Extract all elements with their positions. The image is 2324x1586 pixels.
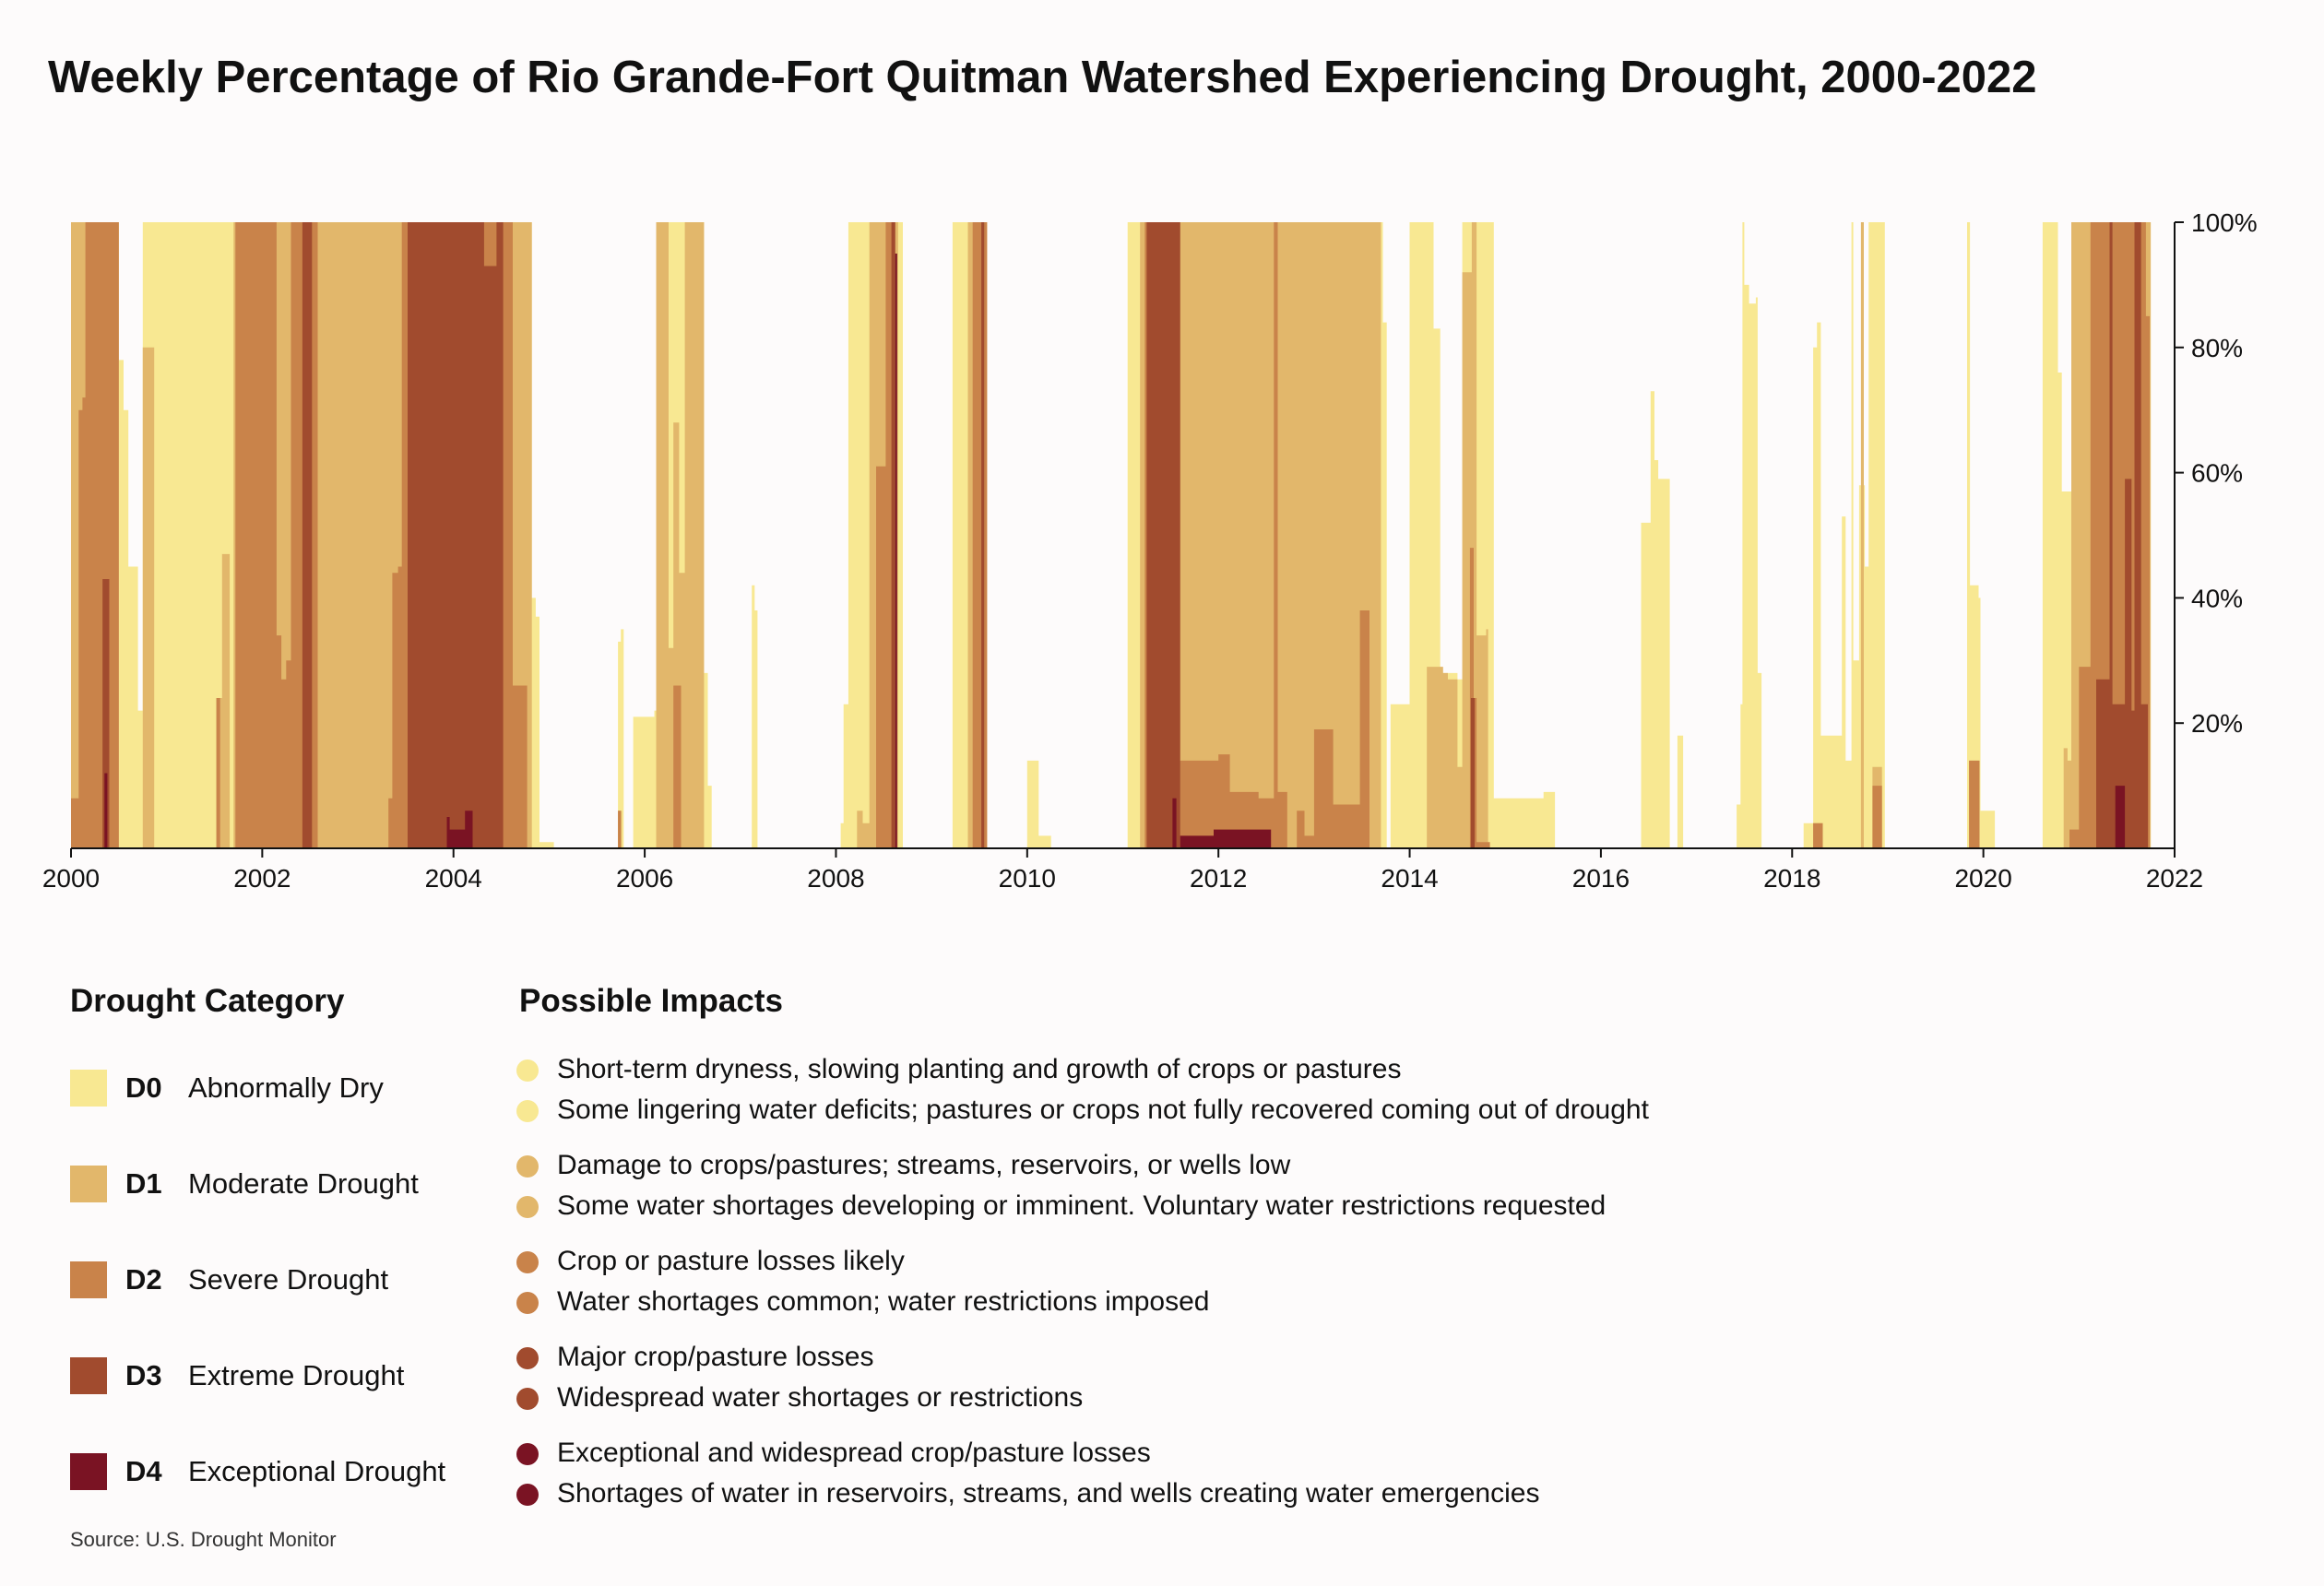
impact-dot-d2 bbox=[516, 1292, 539, 1314]
impact-text: Short-term dryness, slowing planting and… bbox=[557, 1054, 1402, 1084]
legend-code-d3: D3 bbox=[125, 1359, 162, 1391]
y-tick-label: 20% bbox=[2191, 709, 2243, 738]
impact-dot-d3 bbox=[516, 1347, 539, 1369]
x-tick-label: 2008 bbox=[807, 864, 864, 893]
x-tick-label: 2020 bbox=[1954, 864, 2011, 893]
impact-dot-d2 bbox=[516, 1251, 539, 1273]
x-tick-label: 2014 bbox=[1381, 864, 1438, 893]
x-tick-label: 2004 bbox=[425, 864, 482, 893]
y-tick-label: 40% bbox=[2191, 584, 2243, 612]
x-tick-label: 2002 bbox=[233, 864, 290, 893]
impact-text: Some water shortages developing or immin… bbox=[557, 1190, 1607, 1221]
swatch-d3 bbox=[70, 1357, 107, 1394]
impact-text: Crop or pasture losses likely bbox=[557, 1246, 905, 1276]
source-note: Source: U.S. Drought Monitor bbox=[70, 1528, 337, 1551]
series-area-d0 bbox=[71, 222, 2175, 848]
legend-label-d1: Moderate Drought bbox=[188, 1167, 419, 1200]
x-tick-label: 2000 bbox=[42, 864, 100, 893]
impact-text: Major crop/pasture losses bbox=[557, 1342, 874, 1372]
series-layer bbox=[71, 222, 2175, 848]
legend-label-d4: Exceptional Drought bbox=[188, 1455, 446, 1487]
legend-label-d3: Extreme Drought bbox=[188, 1359, 405, 1391]
impact-dot-d4 bbox=[516, 1443, 539, 1465]
series-area-d3 bbox=[71, 222, 2175, 848]
legend-code-d4: D4 bbox=[125, 1455, 162, 1487]
drought-category-heading: Drought Category bbox=[70, 983, 345, 1019]
impact-text: Exceptional and widespread crop/pasture … bbox=[557, 1438, 1151, 1468]
impact-dot-d3 bbox=[516, 1388, 539, 1410]
impact-dot-d4 bbox=[516, 1484, 539, 1506]
impact-dot-d1 bbox=[516, 1196, 539, 1218]
impact-text: Widespread water shortages or restrictio… bbox=[557, 1382, 1084, 1413]
possible-impacts-heading: Possible Impacts bbox=[519, 983, 783, 1019]
legend-label-d0: Abnormally Dry bbox=[188, 1071, 384, 1104]
impact-dot-d0 bbox=[516, 1059, 539, 1082]
y-tick-label: 100% bbox=[2191, 208, 2258, 237]
impact-text: Damage to crops/pastures; streams, reser… bbox=[557, 1150, 1291, 1180]
chart-title: Weekly Percentage of Rio Grande-Fort Qui… bbox=[48, 53, 2037, 102]
swatch-d2 bbox=[70, 1261, 107, 1298]
x-tick-label: 2006 bbox=[616, 864, 673, 893]
drought-chart: 2000 2002 2004 2006 2008 2010 2012 2014 2016 2018… bbox=[42, 208, 2258, 893]
chart-area: 2000 2002 2004 2006 2008 2010 2012 2014 2016 2018… bbox=[42, 208, 2258, 893]
x-tick-label: 2022 bbox=[2146, 864, 2203, 893]
axis-layer: 2000 2002 2004 2006 2008 2010 2012 2014 2016 2018… bbox=[42, 208, 2258, 893]
impact-text: Shortages of water in reservoirs, stream… bbox=[557, 1478, 1540, 1509]
legend-code-d0: D0 bbox=[125, 1071, 162, 1104]
impact-dot-d0 bbox=[516, 1100, 539, 1122]
impact-dot-d1 bbox=[516, 1155, 539, 1178]
x-tick-label: 2012 bbox=[1190, 864, 1247, 893]
legend-code-d1: D1 bbox=[125, 1167, 162, 1200]
x-tick-label: 2016 bbox=[1572, 864, 1630, 893]
swatch-d1 bbox=[70, 1166, 107, 1202]
legend-label-d2: Severe Drought bbox=[188, 1263, 389, 1296]
swatch-d4 bbox=[70, 1453, 107, 1490]
swatch-d0 bbox=[70, 1070, 107, 1107]
y-tick-label: 60% bbox=[2191, 459, 2243, 488]
impact-text: Some lingering water deficits; pastures … bbox=[557, 1095, 1649, 1125]
y-tick-label: 80% bbox=[2191, 334, 2243, 362]
legend-code-d2: D2 bbox=[125, 1263, 162, 1296]
x-tick-label: 2010 bbox=[999, 864, 1056, 893]
x-tick-label: 2018 bbox=[1763, 864, 1820, 893]
impact-text: Water shortages common; water restrictio… bbox=[557, 1286, 1210, 1317]
